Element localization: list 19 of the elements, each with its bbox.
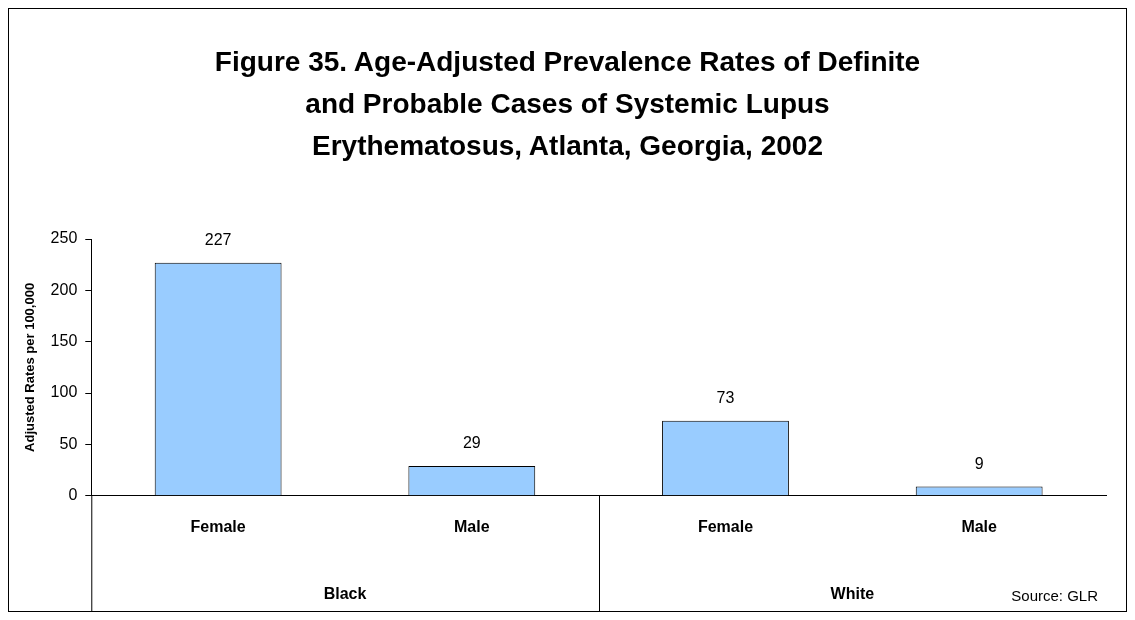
source-note: Source: GLR bbox=[1011, 587, 1099, 604]
data-label: 9 bbox=[974, 454, 984, 472]
x-tick-label: Male bbox=[454, 517, 490, 535]
text: Black bbox=[323, 585, 367, 602]
data-label: 73 bbox=[716, 389, 735, 407]
x-tick-label: Female bbox=[190, 517, 246, 535]
y-tick-label: 0 bbox=[68, 486, 78, 504]
text: White bbox=[830, 585, 875, 602]
y-tick-label: 50 bbox=[59, 434, 78, 452]
data-label: 227 bbox=[204, 231, 232, 249]
y-tick-label: 200 bbox=[50, 280, 78, 298]
y-tick-label: 150 bbox=[50, 332, 78, 350]
y-tick-label: 250 bbox=[50, 229, 78, 247]
y-tick-label: 100 bbox=[50, 383, 78, 401]
x-tick-label: Male bbox=[961, 517, 998, 535]
data-label: 29 bbox=[462, 434, 481, 452]
x-tick-label: Female bbox=[697, 517, 754, 535]
y-axis-title: Adjusted Rates per 100,000 bbox=[22, 282, 38, 452]
chart-title: Figure 35. Age-Adjusted Prevalence Rates of Definite and Probable Cases of Systemic Lupus Erythematosus, Atlanta, Georgia, 2002 bbox=[213, 45, 922, 163]
